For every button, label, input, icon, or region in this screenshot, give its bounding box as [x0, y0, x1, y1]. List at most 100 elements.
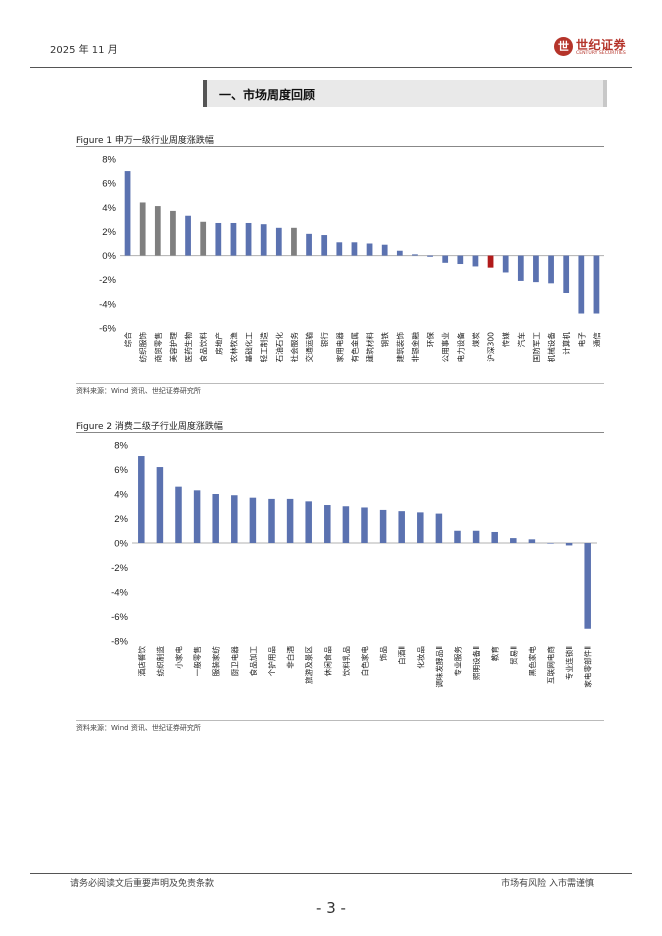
x-category-label: 计算机 [561, 332, 571, 355]
x-category-label: 小家电 [174, 646, 184, 669]
x-category-label: 交通运输 [304, 332, 314, 363]
x-category-label: 纺织制造 [155, 646, 165, 677]
y-tick-label: 6% [114, 465, 128, 476]
figure1-top-rule [76, 146, 604, 147]
bar-17 [366, 243, 373, 256]
logo-subtext: CENTURY SECURITIES [576, 51, 626, 56]
y-tick-label: -8% [111, 637, 128, 648]
y-tick-label: 0% [114, 539, 128, 550]
bar-21 [510, 538, 517, 543]
x-category-label: 黑色家电 [527, 646, 537, 677]
x-category-label: 钢铁 [380, 332, 390, 348]
footer-disclaimer: 请务必阅读文后重要声明及免责条款 [70, 879, 215, 889]
section-heading-box: 一、市场周度回顾 [203, 80, 607, 107]
bar-31 [578, 255, 585, 314]
x-category-label: 电子 [576, 332, 586, 348]
figure1-title: Figure 1 申万一级行业周度涨跌幅 [76, 136, 214, 146]
bar-11 [275, 227, 282, 256]
bar-21 [427, 255, 433, 257]
x-category-label: 纺织服饰 [138, 332, 148, 363]
x-category-label: 建筑材料 [365, 332, 375, 363]
bar-18 [454, 530, 461, 543]
x-category-label: 通信 [591, 332, 601, 348]
x-category-label: 厨卫电器 [229, 646, 239, 677]
x-category-label: 酒店餐饮 [136, 646, 146, 677]
x-category-label: 个护用品 [267, 646, 277, 677]
bar-16 [351, 242, 358, 256]
figure1-bottom-rule [76, 383, 604, 384]
x-category-label: 煤炭 [470, 332, 480, 348]
x-category-label: 照明设备Ⅱ [471, 646, 481, 680]
bar-5 [212, 494, 219, 543]
bar-28 [533, 255, 539, 283]
bar-25 [487, 255, 494, 268]
bar-10 [260, 224, 267, 256]
x-category-label: 医药生物 [183, 332, 193, 363]
x-category-label: 商贸零售 [153, 332, 163, 362]
bar-12 [342, 506, 350, 543]
bar-9 [286, 498, 294, 543]
y-tick-label: -6% [111, 612, 128, 623]
bar-19 [396, 250, 403, 256]
bar-12 [291, 227, 297, 256]
x-category-label: 旅游及景区 [304, 646, 314, 684]
figure2-source: 资料来源：Wind 资讯、世纪证券研究所 [76, 724, 201, 732]
bar-30 [563, 255, 570, 293]
x-category-label: 化妆品 [415, 646, 425, 669]
report-date: 2025 年 11 月 [50, 45, 118, 56]
x-category-label: 调味发酵品Ⅱ [434, 646, 444, 688]
bar-20 [491, 531, 498, 543]
y-tick-label: 6% [102, 179, 116, 190]
bar-11 [324, 505, 331, 543]
x-category-label: 社会服务 [289, 332, 299, 363]
x-category-label: 有色金属 [349, 332, 359, 362]
x-category-label: 房地产 [213, 332, 223, 355]
figure2-title: Figure 2 消费二级子行业周度涨跌幅 [76, 422, 223, 432]
bar-32 [593, 255, 600, 314]
bar-6 [200, 221, 207, 256]
bar-8 [230, 222, 237, 256]
bar-17 [435, 513, 443, 543]
bar-1 [124, 171, 131, 256]
x-category-label: 电力设备 [455, 332, 465, 363]
bar-13 [306, 233, 312, 256]
bar-5 [185, 215, 191, 256]
y-tick-label: -2% [99, 275, 116, 286]
header-divider [30, 67, 632, 68]
bar-13 [361, 507, 368, 543]
y-tick-label: 2% [102, 227, 116, 238]
x-category-label: 白色家电 [360, 646, 370, 677]
x-category-label: 石油石化 [274, 332, 284, 363]
y-tick-label: 8% [102, 155, 116, 166]
bar-22 [528, 539, 536, 543]
x-category-label: 互联网电商 [546, 646, 556, 684]
y-tick-label: -4% [111, 588, 128, 599]
x-category-label: 沪深300 [486, 332, 496, 362]
y-tick-label: 4% [114, 490, 128, 501]
x-category-label: 银行 [319, 332, 329, 348]
footer-divider [30, 873, 632, 874]
x-category-label: 机械设备 [546, 332, 556, 363]
bar-2 [156, 467, 164, 543]
x-category-label: 食品饮料 [198, 332, 208, 363]
bar-18 [381, 244, 388, 256]
figure2-chart: 8% 6% 4% 2% 0% -2% -4% -6% -8% 酒店餐饮 纺织制造 小家电 一般零售 服装家… [111, 441, 597, 688]
x-category-label: 饮料乳品 [341, 646, 351, 677]
section-title: 一、市场周度回顾 [219, 88, 316, 102]
x-category-label: 教育 [490, 646, 500, 662]
x-category-label: 休闲食品 [322, 646, 332, 677]
bar-6 [231, 495, 238, 543]
bar-25 [584, 543, 591, 629]
x-category-label: 传媒 [501, 332, 511, 348]
bar-22 [442, 255, 449, 263]
bar-9 [245, 222, 252, 256]
bar-23 [457, 255, 464, 265]
bar-3 [154, 206, 161, 256]
bar-26 [502, 255, 509, 273]
y-tick-label: 2% [114, 514, 128, 525]
bar-16 [417, 512, 424, 543]
x-category-label: 非白酒 [285, 646, 295, 669]
footer-risk-notice: 市场有风险 入市需谨慎 [501, 879, 594, 889]
y-tick-label: -6% [99, 324, 116, 335]
bar-4 [170, 210, 176, 256]
